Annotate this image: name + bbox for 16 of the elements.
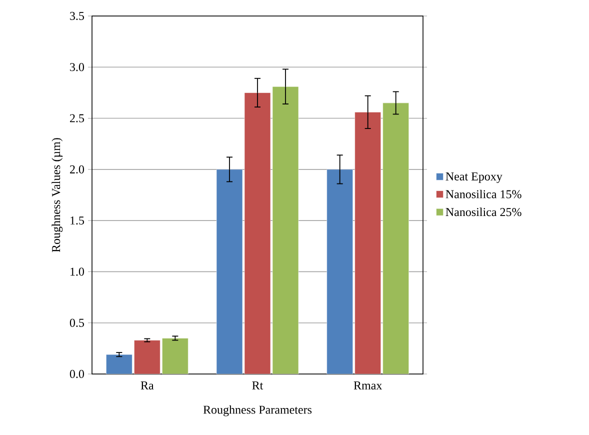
y-tick-label: 0.0 [70, 370, 84, 378]
x-axis-title: Roughness Parameters [203, 405, 312, 416]
y-axis-title: Roughness Values (µm) [52, 138, 63, 252]
legend-label: Nanosilica 15% [446, 190, 522, 198]
x-tick-label: Ra [140, 382, 154, 390]
y-tick-label: 2.0 [70, 165, 84, 174]
x-tick-label: Rt [252, 382, 264, 390]
y-tick-label: 0.5 [70, 318, 84, 327]
legend-label: Neat Epoxy [446, 172, 502, 183]
y-tick-label: 1.5 [70, 216, 84, 225]
legend-label: Nanosilica 25% [446, 208, 522, 216]
y-tick-label: 2.5 [70, 114, 84, 122]
y-tick-label: 3.0 [70, 63, 84, 72]
y-tick-label: 3.5 [70, 12, 84, 20]
x-tick-label: Rmax [354, 382, 382, 390]
y-tick-label: 1.0 [70, 268, 84, 276]
